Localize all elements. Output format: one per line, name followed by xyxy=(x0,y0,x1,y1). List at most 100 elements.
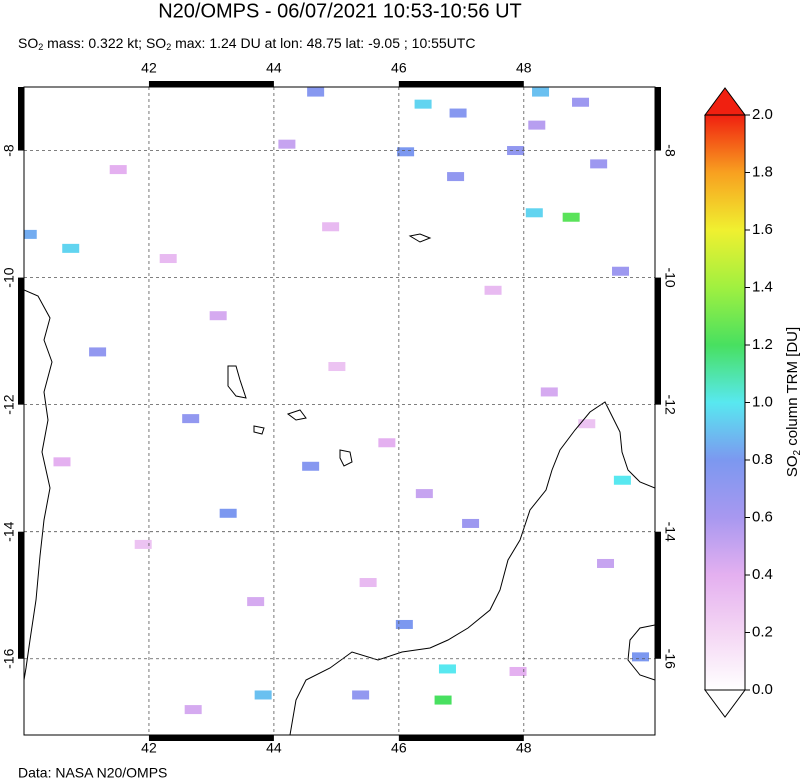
so2-pixel xyxy=(359,578,377,588)
so2-pixel xyxy=(307,87,325,97)
colorbar-tick-label: 1.2 xyxy=(752,336,773,353)
y-tick-label-right: -10 xyxy=(662,267,678,287)
so2-pixel xyxy=(525,208,543,218)
colorbar-tick-label: 0.0 xyxy=(752,681,773,698)
frame-bar xyxy=(655,87,661,151)
island xyxy=(408,233,432,243)
so2-pixel xyxy=(328,362,346,372)
colorbar-label-part: SO xyxy=(784,455,801,477)
subtitle-part: max: 1.24 DU at lon: 48.75 lat: -9.05 ; … xyxy=(171,35,475,51)
frame-bar xyxy=(398,735,524,741)
coastline xyxy=(627,624,655,681)
so2-pixel xyxy=(612,266,630,276)
so2-pixel xyxy=(597,558,615,568)
frame-bar xyxy=(18,277,24,405)
island xyxy=(339,449,353,467)
y-tick-label-right: -12 xyxy=(662,395,678,415)
so2-pixel xyxy=(24,229,37,239)
so2-pixel xyxy=(278,139,296,149)
so2-pixel xyxy=(434,695,452,705)
colorbar-tick-label: 1.8 xyxy=(752,163,773,180)
so2-pixel xyxy=(438,664,456,674)
so2-pixel xyxy=(572,97,590,107)
so2-pixel xyxy=(540,387,558,397)
map-frame xyxy=(18,81,661,741)
frame-bar xyxy=(655,531,661,659)
so2-pixel xyxy=(462,518,480,528)
so2-pixel xyxy=(378,438,396,448)
so2-pixel xyxy=(184,705,202,715)
so2-pixel xyxy=(613,475,631,485)
x-tick-label-top: 42 xyxy=(141,60,157,76)
so2-pixel xyxy=(590,159,608,169)
frame-bar xyxy=(148,81,274,87)
so2-pixel xyxy=(447,172,465,182)
colorbar-arrow-top xyxy=(704,87,746,116)
y-tick-label-right: -8 xyxy=(662,144,678,157)
colorbar-tick-label: 2.0 xyxy=(752,106,773,123)
y-tick-label-left: -12 xyxy=(1,394,17,414)
frame-bar xyxy=(398,81,524,87)
so2-pixel xyxy=(632,652,650,662)
so2-pixel xyxy=(532,87,550,97)
colorbar-tick-label: 1.6 xyxy=(752,221,773,238)
so2-pixel xyxy=(302,461,320,471)
so2-pixel xyxy=(89,347,107,357)
colorbar-label: SO2 column TRM [DU] xyxy=(784,327,803,477)
so2-pixel xyxy=(484,285,502,295)
x-tick-label-top: 48 xyxy=(516,60,532,76)
island xyxy=(286,409,307,421)
chart-title: N20/OMPS - 06/07/2021 10:53-10:56 UT xyxy=(158,0,522,22)
so2-pixel xyxy=(414,99,432,109)
frame-bar xyxy=(18,87,24,151)
pixel-layer xyxy=(24,87,650,715)
island xyxy=(227,365,247,399)
coastline xyxy=(289,401,655,735)
so2-pixel xyxy=(507,146,525,156)
colorbar-tick-label: 0.4 xyxy=(752,566,773,583)
y-tick-label-left: -14 xyxy=(1,521,17,541)
so2-pixel xyxy=(352,690,370,700)
colorbar-tick-label: 0.6 xyxy=(752,508,773,525)
subtitle-part: mass: 0.322 kt; SO xyxy=(43,35,166,51)
colorbar-label-part: column TRM [DU] xyxy=(784,327,801,450)
so2-pixel xyxy=(247,597,265,607)
so2-pixel xyxy=(449,108,467,118)
subtitle-sub: 2 xyxy=(38,42,43,52)
so2-pixel xyxy=(182,414,200,424)
x-tick-label-top: 44 xyxy=(266,60,282,76)
x-tick-label-bottom: 48 xyxy=(516,740,532,756)
y-tick-label-left: -10 xyxy=(1,267,17,287)
so2-pixel xyxy=(397,147,415,157)
so2-pixel xyxy=(159,254,177,264)
coastlines xyxy=(24,233,655,735)
so2-pixel xyxy=(209,311,227,321)
map-border xyxy=(23,86,656,736)
subtitle: SO2 mass: 0.322 kt; SO2 max: 1.24 DU at … xyxy=(18,35,475,53)
frame-bar xyxy=(18,531,24,659)
so2-pixel xyxy=(415,489,433,499)
colorbar-tick-label: 1.4 xyxy=(752,278,773,295)
colorbar-label-sub: 2 xyxy=(792,449,803,455)
x-tick-label-bottom: 44 xyxy=(266,740,282,756)
colorbar-tick-label: 0.2 xyxy=(752,623,773,640)
colorbar-tick-label: 0.8 xyxy=(752,451,773,468)
coastline xyxy=(24,289,53,681)
colorbar-arrow-bottom xyxy=(704,689,746,718)
so2-pixel xyxy=(562,212,580,222)
source-note: Data: NASA N20/OMPS xyxy=(18,765,167,781)
subtitle-part: SO xyxy=(18,35,38,51)
so2-pixel xyxy=(395,619,413,629)
x-tick-label-top: 46 xyxy=(391,60,407,76)
colorbar-tick-label: 1.0 xyxy=(752,393,773,410)
frame-bar xyxy=(148,735,274,741)
frame-bar xyxy=(655,277,661,405)
so2-pixel xyxy=(134,539,152,549)
y-tick-label-right: -16 xyxy=(662,649,678,669)
y-tick-label-right: -14 xyxy=(662,522,678,542)
subtitle-sub: 2 xyxy=(166,42,171,52)
colorbar xyxy=(704,114,746,691)
so2-pixel xyxy=(322,222,340,232)
x-tick-label-bottom: 42 xyxy=(141,740,157,756)
